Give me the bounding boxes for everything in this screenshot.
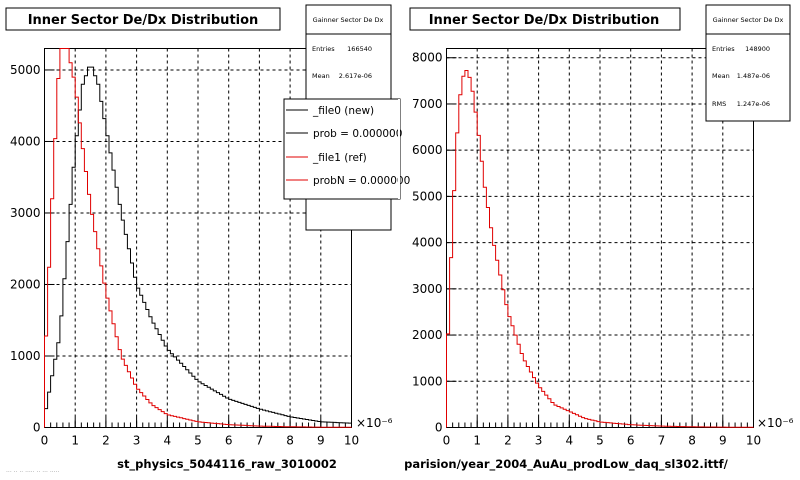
series-0-histogram	[446, 70, 754, 428]
x-tick-label: 9	[719, 434, 727, 448]
x-tick-label: 5	[596, 434, 604, 448]
y-tick-label: 6000	[412, 143, 443, 157]
x-tick-label: 7	[256, 434, 264, 448]
y-tick-label: 5000	[412, 189, 443, 203]
right-y-tick-labels: 0 1000 2000 3000 4000 5000 6000 7000 8000	[412, 51, 443, 435]
x-tick-label: 2	[504, 434, 512, 448]
x-tick-label: 2	[102, 434, 110, 448]
x-tick-label: 7	[658, 434, 666, 448]
legend-label-1: prob = 0.000000	[313, 128, 402, 140]
x-tick-label: 5	[194, 434, 202, 448]
x-tick-label: 3	[133, 434, 141, 448]
y-tick-label: 7000	[412, 97, 443, 111]
x-tick-label: 8	[286, 434, 294, 448]
y-tick-label: 4000	[412, 236, 443, 250]
x-tick-label: 8	[688, 434, 696, 448]
right-stats-label-1: Mean	[712, 72, 730, 80]
y-tick-label: 5000	[10, 63, 41, 77]
right-stats-value-0: 148900	[745, 45, 770, 53]
left-legend: _file0 (new) prob = 0.000000 _file1 (ref…	[283, 98, 410, 200]
right-stats-value-1: 1.487e-06	[737, 72, 770, 80]
x-tick-label: 1	[473, 434, 481, 448]
left-stats-label-0: Entries	[312, 45, 335, 53]
x-tick-label: 9	[317, 434, 325, 448]
y-tick-label: 0	[435, 421, 443, 435]
right-panel: Inner Sector De/Dx Distribution 01000200…	[404, 4, 794, 472]
y-tick-label: 2000	[412, 328, 443, 342]
right-title: Inner Sector De/Dx Distribution	[429, 13, 660, 28]
left-stats-value-0: 166540	[347, 45, 372, 53]
y-tick-label: 1000	[10, 349, 41, 363]
left-stats-title: Gainner Sector De Dx	[313, 16, 384, 24]
x-tick-label: 0	[41, 434, 49, 448]
right-title-box	[409, 7, 681, 31]
x-tick-label: 4	[565, 434, 573, 448]
left-footer-faint: ··· ·· ·· ····· ·· ··· ·····	[6, 469, 59, 476]
right-x-multiplier: ×10⁻⁶	[757, 416, 794, 430]
y-tick-label: 8000	[412, 51, 443, 65]
right-series	[446, 70, 754, 428]
x-tick-label: 1	[71, 434, 79, 448]
left-x-tick-labels: 0 1 2 3 4 5 6 7 8 9 10	[41, 434, 359, 448]
left-stats-label-1: Mean	[312, 72, 330, 80]
legend-label-3: probN = 0.000000	[313, 175, 410, 187]
y-tick-label: 2000	[10, 277, 41, 291]
left-series	[44, 48, 352, 428]
x-tick-label: 0	[443, 434, 451, 448]
right-stats-value-2: 1.247e-06	[737, 100, 770, 108]
right-stats-label-0: Entries	[712, 45, 735, 53]
y-tick-label: 1000	[412, 374, 443, 388]
legend-label-2: _file1 (ref)	[312, 152, 367, 164]
y-tick-label: 0	[33, 421, 41, 435]
right-stats-box: Gainner Sector De Dx Entries 148900 Mean…	[705, 4, 791, 122]
left-panel: Inner Sector De/Dx Distribution 01000200…	[5, 4, 410, 476]
left-y-tick-labels: 0 1000 2000 3000 4000 5000	[10, 63, 41, 435]
series-1-histogram	[44, 48, 352, 428]
series-0-histogram	[44, 66, 352, 428]
x-tick-label: 10	[344, 434, 359, 448]
right-x-tick-labels: 0 1 2 3 4 5 6 7 8 9 10	[443, 434, 761, 448]
right-x-axis-label: parision/year_2004_AuAu_prodLow_daq_sl30…	[404, 457, 729, 472]
x-tick-label: 10	[746, 434, 761, 448]
x-tick-label: 6	[627, 434, 635, 448]
y-tick-label: 4000	[10, 134, 41, 148]
left-x-multiplier: ×10⁻⁶	[356, 416, 393, 430]
left-title-box	[5, 7, 281, 31]
x-tick-label: 6	[225, 434, 233, 448]
right-frame	[446, 48, 754, 428]
legend-label-0: _file0 (new)	[312, 105, 374, 117]
x-tick-label: 4	[163, 434, 171, 448]
y-tick-label: 3000	[412, 282, 443, 296]
left-grid	[44, 48, 352, 428]
right-stats-label-2: RMS	[712, 100, 726, 108]
left-stats-value-1: 2.617e-06	[339, 72, 372, 80]
x-tick-label: 3	[535, 434, 543, 448]
right-stats-title: Gainner Sector De Dx	[713, 16, 784, 24]
left-title: Inner Sector De/Dx Distribution	[28, 13, 259, 28]
y-tick-label: 3000	[10, 206, 41, 220]
left-x-axis-label: st_physics_5044116_raw_3010002	[117, 457, 337, 472]
